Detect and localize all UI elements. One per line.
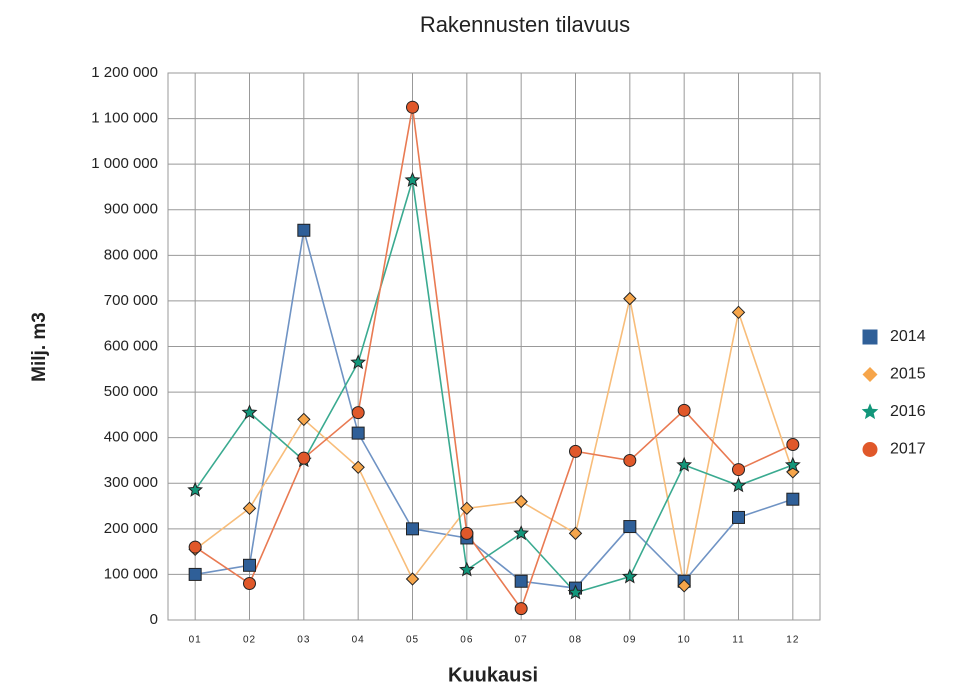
x-axis-label: Kuukausi (448, 664, 538, 686)
data-point (784, 456, 801, 472)
data-point (677, 403, 691, 417)
x-tick-label: 07 (515, 635, 528, 646)
data-point (730, 477, 747, 493)
data-point (404, 171, 421, 187)
y-tick-label: 900 000 (104, 201, 158, 218)
data-point (188, 540, 202, 554)
legend-label: 2017 (890, 441, 926, 458)
series-line (195, 230, 794, 589)
series-line (194, 107, 794, 611)
data-point (405, 572, 420, 586)
x-tick-label: 02 (243, 635, 256, 646)
data-point (241, 404, 258, 420)
data-point (623, 453, 637, 467)
y-tick-label: 1 100 000 (91, 110, 158, 127)
legend-marker (862, 442, 878, 457)
data-point (351, 426, 365, 440)
y-tick-label: 600 000 (104, 337, 158, 354)
data-point (406, 100, 419, 114)
y-tick-label: 100 000 (104, 565, 158, 582)
x-tick-label: 09 (623, 635, 636, 646)
y-tick-label: 0 (150, 611, 158, 628)
chart-title: Rakennusten tilavuus (420, 12, 630, 37)
data-point (187, 481, 204, 497)
y-tick-label: 800 000 (104, 246, 158, 263)
data-point (460, 501, 474, 516)
y-tick-label: 400 000 (104, 429, 158, 446)
data-point (297, 223, 311, 237)
x-tick-label: 01 (189, 635, 202, 646)
x-tick-label: 03 (297, 635, 310, 646)
data-point (623, 520, 637, 534)
data-point (677, 579, 691, 593)
data-point (732, 510, 745, 524)
legend-label: 2015 (890, 366, 926, 383)
data-point (297, 451, 311, 465)
y-tick-label: 1 000 000 (91, 155, 158, 172)
data-point (568, 526, 583, 541)
data-point (514, 574, 528, 588)
data-point (243, 558, 256, 572)
y-tick-label: 200 000 (104, 520, 158, 537)
x-tick-label: 10 (678, 635, 691, 646)
data-point (458, 561, 475, 577)
data-point (676, 456, 693, 472)
x-tick-label: 06 (460, 635, 473, 646)
data-point (513, 525, 530, 541)
y-tick-label: 300 000 (104, 474, 158, 491)
data-point (297, 412, 311, 427)
data-point (732, 463, 745, 477)
data-point (350, 354, 367, 370)
series-line (194, 179, 794, 594)
data-point (351, 406, 365, 420)
data-point (351, 460, 365, 475)
data-point (514, 602, 528, 616)
legend-label: 2014 (890, 328, 926, 345)
data-point (786, 438, 800, 452)
legend-marker (862, 367, 878, 382)
data-point (786, 492, 800, 506)
data-point (731, 305, 746, 320)
data-point (243, 577, 256, 591)
data-point (460, 526, 474, 540)
y-axis-label: Milj. m3 (29, 312, 50, 382)
y-tick-label: 700 000 (104, 292, 158, 309)
data-point (406, 522, 419, 536)
data-point (621, 568, 638, 584)
data-point (567, 584, 584, 600)
y-tick-label: 500 000 (104, 383, 158, 400)
legend-marker (862, 329, 878, 345)
x-tick-label: 08 (569, 635, 582, 646)
data-point (514, 494, 528, 509)
data-point (242, 501, 257, 516)
series-line (194, 298, 794, 586)
data-point (569, 444, 582, 458)
data-point (623, 291, 637, 306)
x-tick-label: 11 (732, 635, 744, 646)
legend-marker (861, 403, 879, 420)
legend-label: 2016 (890, 403, 926, 420)
x-tick-label: 05 (406, 635, 419, 646)
x-tick-label: 12 (786, 635, 799, 646)
x-tick-label: 04 (352, 635, 365, 646)
y-tick-label: 1 200 000 (91, 64, 158, 81)
data-point (188, 567, 202, 581)
